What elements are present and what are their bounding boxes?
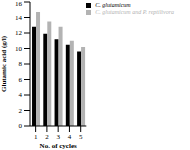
- html-text:C. glutamicum: C. glutamicum: [95, 2, 131, 8]
- svg-text:10: 10: [15, 45, 23, 53]
- svg-text:No. of cycles: No. of cycles: [40, 142, 77, 150]
- svg-text:4: 4: [68, 133, 72, 141]
- svg-text:8: 8: [19, 60, 23, 68]
- html-text:C. glutamicum and P. reptilivo: C. glutamicum and P. reptilivora: [95, 9, 174, 15]
- svg-text:1: 1: [34, 133, 38, 141]
- svg-text:12: 12: [15, 29, 23, 37]
- svg-text:16: 16: [15, 0, 23, 8]
- svg-text:0: 0: [19, 122, 23, 130]
- svg-text:14: 14: [15, 14, 23, 22]
- svg-text:Glutamic acid (g/l): Glutamic acid (g/l): [8, 35, 9, 92]
- svg-text:3: 3: [56, 133, 60, 141]
- svg-text:6: 6: [19, 76, 23, 84]
- svg-text:2: 2: [19, 107, 23, 115]
- svg-text:5: 5: [79, 133, 83, 141]
- svg-text:4: 4: [19, 91, 23, 99]
- svg-text:2: 2: [45, 133, 49, 141]
